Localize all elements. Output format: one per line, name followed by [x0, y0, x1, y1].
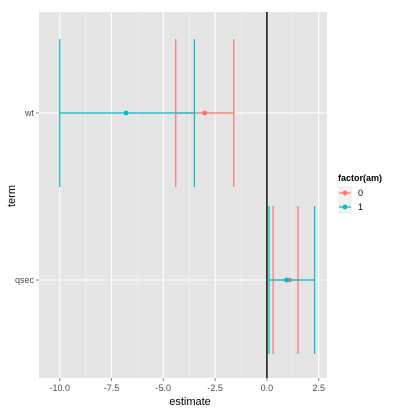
- x-tick-label: -5.0: [156, 383, 172, 393]
- y-axis-title: term: [6, 185, 18, 207]
- estimate-point: [123, 110, 129, 116]
- x-axis-tick-labels: -10.0 -7.5 -5.0 -2.5 0.0 2.5: [49, 383, 325, 393]
- estimate-point: [284, 277, 289, 283]
- x-axis-title: estimate: [169, 396, 211, 408]
- legend-key-0: [338, 186, 352, 200]
- y-axis-ticks: [36, 112, 39, 281]
- grid-minor-x: [85, 12, 294, 378]
- panel-background: [39, 12, 327, 378]
- legend-key-point: [342, 204, 348, 210]
- x-tick-label: 2.5: [312, 383, 325, 393]
- x-tick-label: -7.5: [104, 383, 120, 393]
- legend: factor(am) 0 1: [338, 173, 382, 214]
- y-axis-tick-labels: wt qsec: [15, 108, 35, 285]
- x-tick-label: -10.0: [49, 383, 70, 393]
- legend-key-1: [338, 200, 352, 214]
- legend-label: 0: [358, 188, 363, 198]
- legend-label: 1: [358, 202, 363, 212]
- error-bar-group: [268, 206, 316, 354]
- estimate-point: [202, 110, 208, 116]
- legend-key-point: [342, 190, 348, 196]
- y-tick-label: wt: [24, 108, 34, 118]
- error-bar-marks: [59, 39, 316, 354]
- x-axis-ticks: [59, 378, 320, 381]
- x-tick-label: -2.5: [207, 383, 223, 393]
- error-bar-group: [59, 39, 195, 187]
- legend-title: factor(am): [338, 173, 382, 183]
- x-tick-label: 0.0: [261, 383, 274, 393]
- y-tick-label: qsec: [15, 275, 35, 285]
